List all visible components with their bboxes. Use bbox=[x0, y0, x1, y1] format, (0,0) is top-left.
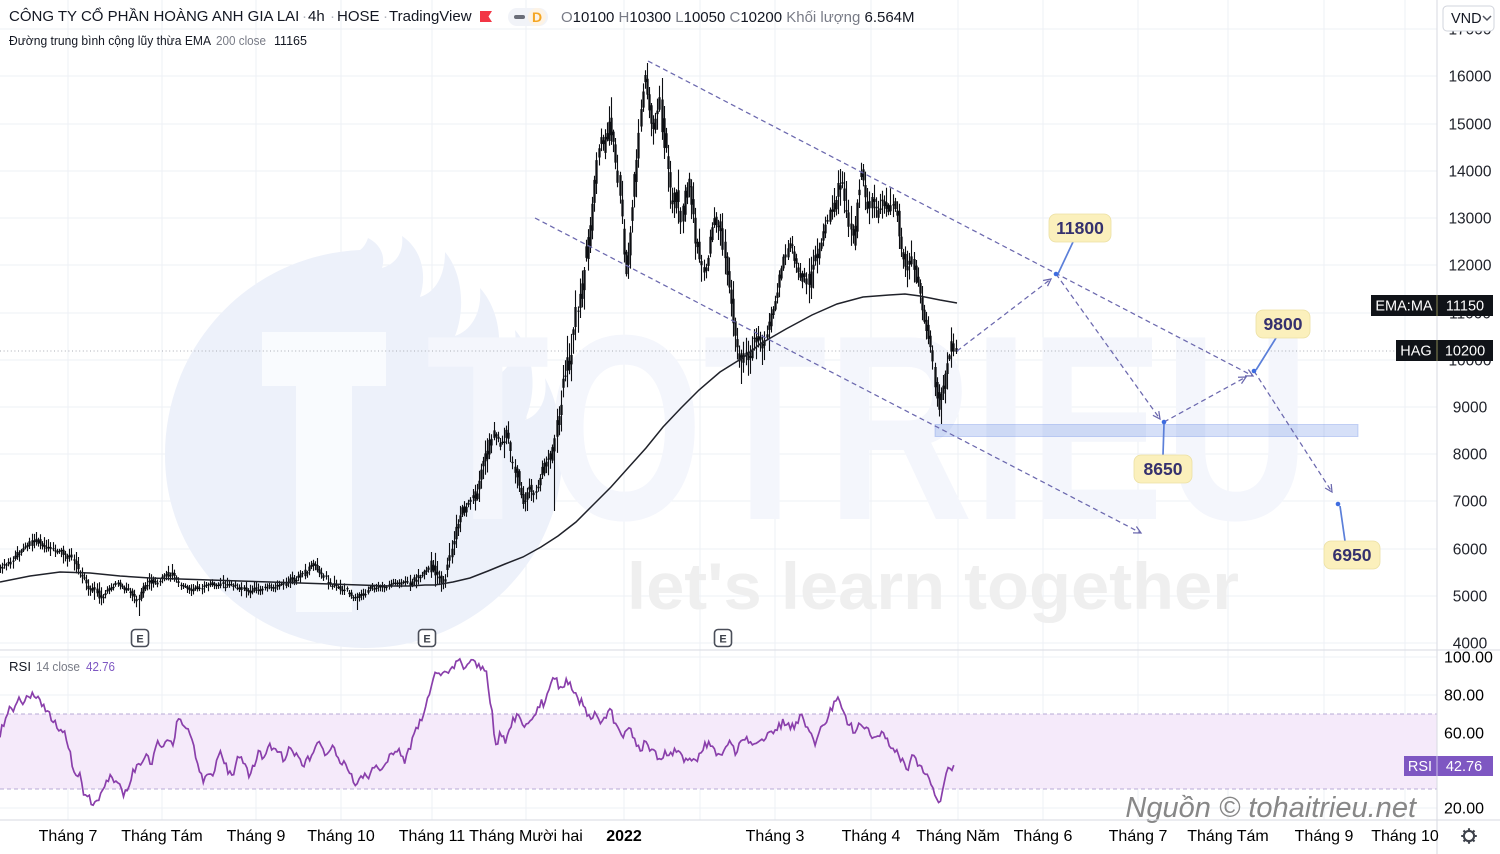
svg-text:8000: 8000 bbox=[1453, 447, 1488, 464]
svg-text:11800: 11800 bbox=[1056, 218, 1104, 238]
svg-text:8650: 8650 bbox=[1144, 459, 1183, 479]
svg-text:6950: 6950 bbox=[1333, 545, 1372, 565]
svg-text:Tháng Tám: Tháng Tám bbox=[121, 828, 203, 845]
svg-text:6000: 6000 bbox=[1453, 542, 1488, 559]
svg-text:Tháng Năm: Tháng Năm bbox=[916, 828, 1000, 845]
svg-text:13000: 13000 bbox=[1448, 211, 1491, 228]
svg-text:60.00: 60.00 bbox=[1444, 726, 1484, 743]
svg-text:Tháng 11: Tháng 11 bbox=[399, 828, 466, 845]
svg-text:·: · bbox=[383, 8, 388, 25]
svg-text:12000: 12000 bbox=[1448, 258, 1491, 275]
svg-text:9000: 9000 bbox=[1453, 400, 1488, 417]
svg-text:Tháng 6: Tháng 6 bbox=[1014, 828, 1073, 845]
svg-text:42.76: 42.76 bbox=[1446, 759, 1482, 775]
svg-text:Tháng 3: Tháng 3 bbox=[746, 828, 805, 845]
svg-text:20.00: 20.00 bbox=[1444, 801, 1484, 818]
svg-text:16000: 16000 bbox=[1448, 69, 1491, 86]
svg-text:HOSE: HOSE bbox=[337, 8, 380, 25]
svg-text:9800: 9800 bbox=[1264, 314, 1303, 334]
svg-text:2022: 2022 bbox=[606, 828, 642, 845]
svg-text:TradingView: TradingView bbox=[389, 8, 472, 25]
svg-text:100.00: 100.00 bbox=[1444, 650, 1493, 667]
svg-text:Tháng 9: Tháng 9 bbox=[1295, 828, 1354, 845]
svg-text:14 close: 14 close bbox=[36, 659, 80, 674]
svg-text:O10100 H10300 L10050 C10200 Kh: O10100 H10300 L10050 C10200 Khối lượng 6… bbox=[561, 9, 915, 26]
svg-text:Tháng 10: Tháng 10 bbox=[307, 828, 375, 845]
svg-text:4h: 4h bbox=[308, 8, 325, 25]
svg-text:Tháng Tám: Tháng Tám bbox=[1187, 828, 1269, 845]
svg-text:Tháng 7: Tháng 7 bbox=[1109, 828, 1168, 845]
svg-text:Nguồn © tohaitrieu.net: Nguồn © tohaitrieu.net bbox=[1125, 792, 1418, 824]
svg-text:10200: 10200 bbox=[1445, 344, 1485, 360]
svg-text:HAG: HAG bbox=[1400, 344, 1431, 360]
svg-text:15000: 15000 bbox=[1448, 117, 1491, 134]
svg-text:RSI: RSI bbox=[9, 659, 31, 674]
svg-text:RSI: RSI bbox=[1408, 759, 1432, 775]
svg-text:E: E bbox=[423, 634, 430, 646]
svg-text:Đường trung bình cộng lũy thừa: Đường trung bình cộng lũy thừa EMA bbox=[9, 33, 211, 48]
svg-text:14000: 14000 bbox=[1448, 164, 1491, 181]
svg-text:Tháng 10: Tháng 10 bbox=[1371, 828, 1439, 845]
svg-text:Tháng 4: Tháng 4 bbox=[842, 828, 901, 845]
svg-text:E: E bbox=[719, 634, 726, 646]
svg-text:EMA:MA: EMA:MA bbox=[1375, 299, 1433, 315]
svg-text:Tháng Mười hai: Tháng Mười hai bbox=[469, 828, 583, 845]
svg-text:200 close: 200 close bbox=[216, 33, 266, 48]
svg-text:11165: 11165 bbox=[274, 33, 307, 48]
svg-text:E: E bbox=[136, 634, 143, 646]
svg-text:42.76: 42.76 bbox=[86, 659, 115, 674]
svg-text:80.00: 80.00 bbox=[1444, 688, 1484, 705]
svg-text:CÔNG TY CỔ PHẦN HOÀNG ANH GIA: CÔNG TY CỔ PHẦN HOÀNG ANH GIA LAI bbox=[9, 7, 299, 25]
svg-text:D: D bbox=[532, 9, 542, 25]
svg-text:Tháng 9: Tháng 9 bbox=[227, 828, 286, 845]
svg-text:Tháng 7: Tháng 7 bbox=[39, 828, 98, 845]
svg-text:11150: 11150 bbox=[1446, 299, 1484, 315]
svg-text:7000: 7000 bbox=[1453, 494, 1488, 511]
svg-text:·: · bbox=[302, 8, 307, 25]
svg-text:let's learn together: let's learn together bbox=[627, 549, 1239, 623]
svg-text:4000: 4000 bbox=[1453, 636, 1488, 653]
svg-text:VND: VND bbox=[1451, 11, 1482, 27]
svg-text:·: · bbox=[330, 8, 335, 25]
svg-text:5000: 5000 bbox=[1453, 589, 1488, 606]
